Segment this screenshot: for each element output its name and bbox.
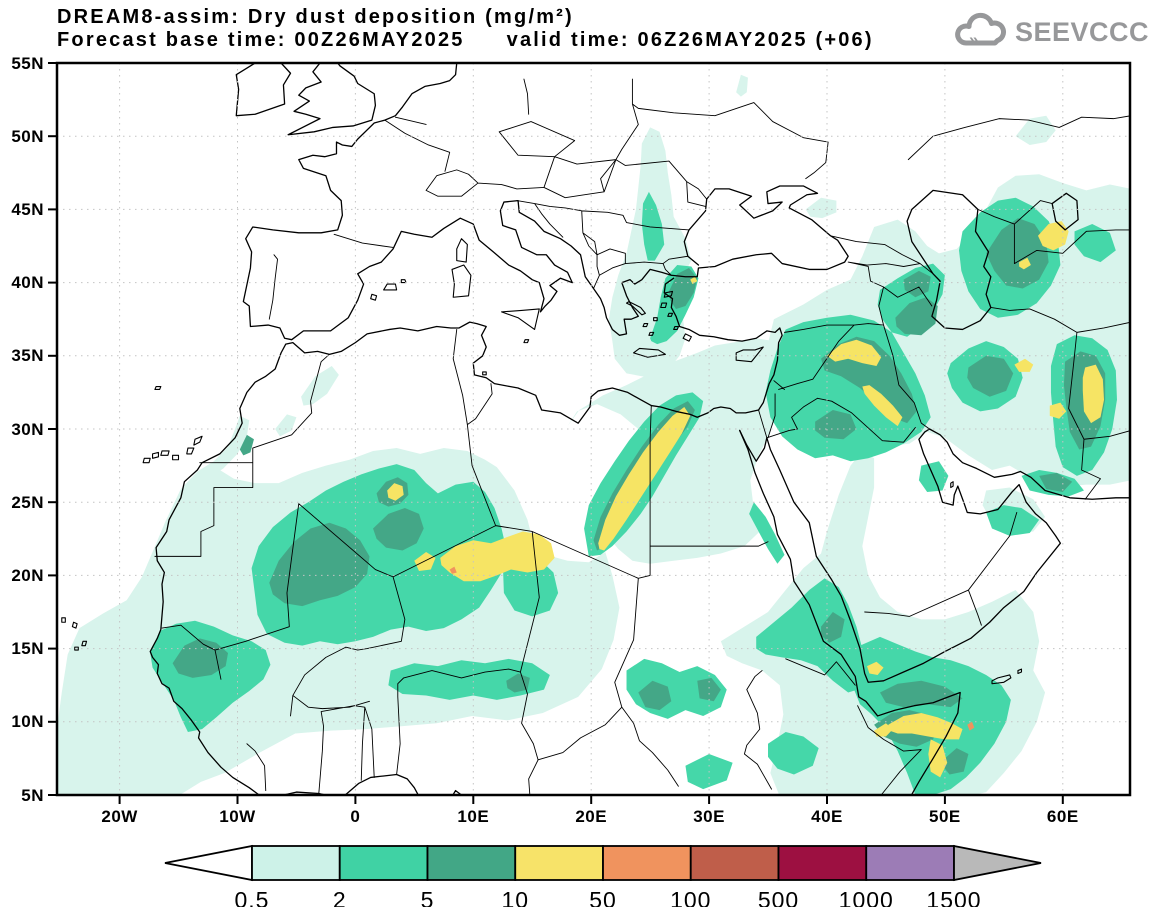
lat-label: 20N (11, 566, 44, 585)
lat-label: 30N (11, 420, 44, 439)
colorbar-segment (426, 845, 517, 881)
colorbar-segment (777, 845, 868, 881)
colorbar-over-arrow (953, 844, 1042, 882)
seevccc-logo: » SEEVCCC (955, 12, 1149, 52)
islands (62, 239, 1022, 684)
colorbar: 0.5 2 5 10 50 100 500 1000 1500 (164, 844, 1042, 907)
logo-text: SEEVCCC (1014, 16, 1149, 47)
cloud-chevrons: » (969, 30, 978, 49)
lat-label: 45N (11, 200, 44, 219)
graticule (57, 63, 1130, 795)
lon-label: 10W (219, 807, 256, 826)
cloud-logo-icon: » (955, 12, 1006, 49)
lon-label: 0 (350, 807, 360, 826)
colorbar-segment (514, 845, 604, 881)
colorbar-under-arrow (164, 844, 253, 882)
lon-label: 60E (1047, 807, 1079, 826)
dust-contours-level-10-50 (387, 221, 1105, 778)
coastlines (150, 63, 1131, 796)
colorbar-label: 100 (670, 887, 711, 907)
chart-titles: DREAM8-assim: Dry dust deposition (mg/m²… (57, 6, 874, 52)
colorbar-label: 1500 (926, 887, 981, 907)
colorbar-segment (602, 845, 692, 881)
colorbar-label: 2 (333, 887, 347, 907)
country-borders (155, 79, 1131, 795)
lat-label: 15N (11, 639, 44, 658)
title-line-2: Forecast base time: 00Z26MAY2025 valid ti… (57, 29, 874, 52)
lon-label: 50E (929, 807, 961, 826)
lat-label: 50N (11, 127, 44, 146)
colorbar-segment (251, 845, 341, 881)
lon-label: 20E (575, 807, 607, 826)
colorbar-label: 50 (589, 887, 617, 907)
colorbar-segment (338, 845, 429, 881)
lat-label: 5N (21, 786, 44, 805)
colorbar-segment (865, 845, 955, 881)
title-line-1: DREAM8-assim: Dry dust deposition (mg/m²… (57, 6, 574, 28)
lon-label: 40E (811, 807, 843, 826)
axis-ticks (48, 62, 1064, 804)
lat-label: 55N (11, 54, 44, 73)
lat-label: 35N (11, 346, 44, 365)
colorbar-label: 5 (421, 887, 435, 907)
forecast-base-time: Forecast base time: 00Z26MAY2025 (57, 29, 465, 51)
dust-contours-level-50-100 (449, 566, 975, 731)
lon-label: 10E (457, 807, 489, 826)
lat-label: 10N (11, 712, 44, 731)
lat-label: 25N (11, 493, 44, 512)
colorbar-label: 500 (758, 887, 799, 907)
lon-label: 30E (693, 807, 725, 826)
valid-time: valid time: 06Z26MAY2025 (+06) (506, 29, 874, 51)
colorbar-label: 1000 (839, 887, 894, 907)
colorbar-segment (689, 845, 780, 881)
lon-label: 20W (101, 807, 138, 826)
lat-label: 40N (11, 273, 44, 292)
colorbar-label: 0.5 (235, 887, 270, 907)
colorbar-label: 10 (501, 887, 529, 907)
